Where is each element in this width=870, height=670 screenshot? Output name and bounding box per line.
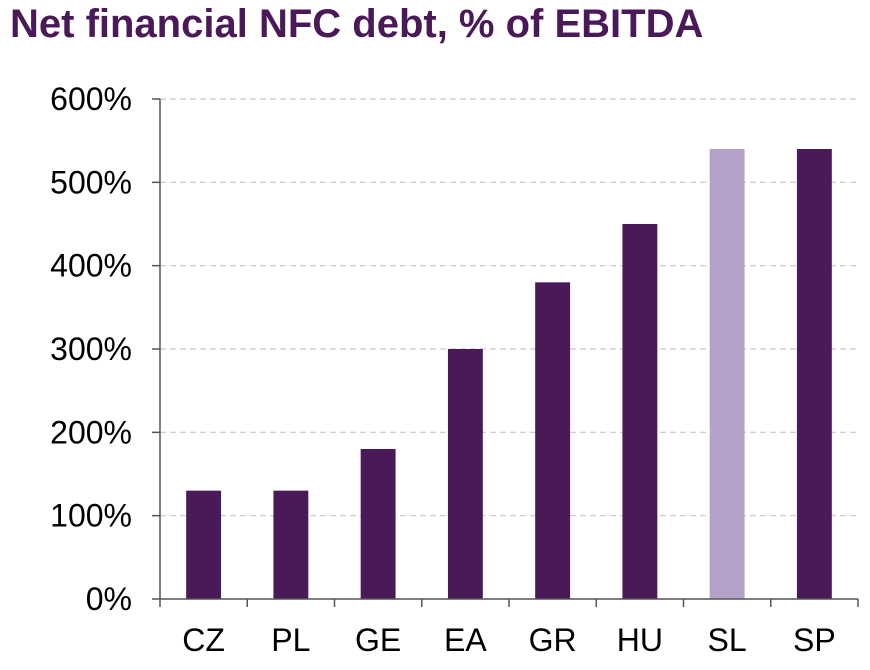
bar-pl <box>273 490 309 599</box>
bar-gr <box>535 282 571 599</box>
x-tick-labels: CZ PL GE EA GR HU SL SP <box>159 599 859 658</box>
x-tick-label-gr: GR <box>529 622 577 658</box>
y-tick-label: 300% <box>50 331 132 367</box>
chart-title: Net financial NFC debt, % of EBITDA <box>10 2 704 46</box>
x-tick-label-ea: EA <box>444 622 487 658</box>
bar-cz <box>186 490 222 599</box>
x-tick-label-sp: SP <box>793 622 836 658</box>
y-tick-label: 400% <box>50 248 132 284</box>
bars <box>186 149 832 599</box>
x-tick-label-sl: SL <box>708 622 747 658</box>
y-tick-label: 200% <box>50 414 132 450</box>
x-tick-label-ge: GE <box>355 622 401 658</box>
y-tick-label: 100% <box>50 498 132 534</box>
y-tick-label: 0% <box>86 581 132 617</box>
x-tick-label-pl: PL <box>271 622 310 658</box>
x-tick-label-cz: CZ <box>182 622 225 658</box>
y-tick-label: 500% <box>50 164 132 200</box>
gridlines <box>160 98 858 517</box>
bar-sl <box>709 149 745 599</box>
y-tick-labels: 0% 100% 200% 300% 400% 500% 600% <box>50 81 160 617</box>
bar-ge <box>360 449 396 599</box>
bar-ea <box>447 349 483 599</box>
bar-sp <box>796 149 832 599</box>
x-tick-label-hu: HU <box>617 622 663 658</box>
y-tick-label: 600% <box>50 81 132 117</box>
bar-hu <box>622 224 658 599</box>
